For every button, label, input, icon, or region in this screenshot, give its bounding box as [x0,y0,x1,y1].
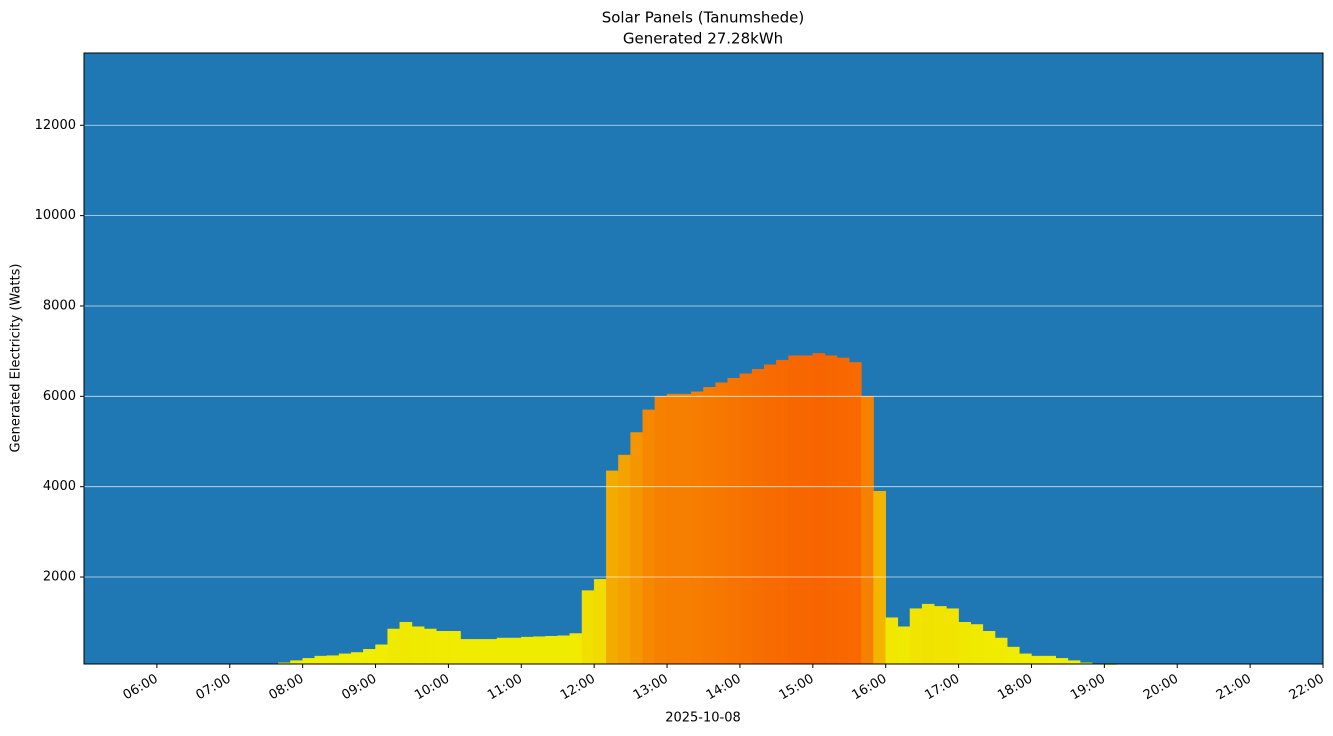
bar [290,660,303,665]
plot-frame [83,52,1324,665]
bar [873,490,886,665]
bar [363,649,376,665]
bar [508,637,522,665]
x-tick-label: 09:00 [339,672,379,704]
y-tick-label: 2000 [43,570,76,585]
bar [630,432,644,665]
x-tick-label: 08:00 [266,672,306,704]
x-tick-label: 14:00 [704,672,744,704]
bar [970,624,984,665]
bar [302,658,316,665]
x-tick-label: 17:00 [922,672,962,704]
bar [460,639,473,665]
bar [1043,655,1057,665]
x-tick-label: 16:00 [850,672,890,704]
y-axis-label: Generated Electricity (Watts) [9,264,24,453]
y-tick-label: 10000 [35,208,76,223]
bar [909,608,923,665]
bar [350,652,364,665]
bar [824,355,838,665]
bar [836,357,850,665]
bar [861,396,874,665]
y-tick-label: 4000 [43,479,76,494]
bar [593,579,607,665]
x-tick-label: 21:00 [1214,672,1254,704]
bar [1055,658,1069,665]
x-tick-label: 07:00 [194,672,234,704]
bar [1031,655,1044,665]
bar [994,637,1008,665]
bar [654,396,668,665]
bar [606,470,619,665]
x-tick-label: 20:00 [1141,672,1181,704]
bar [934,606,947,665]
bar [776,359,789,665]
bar [375,644,388,665]
bar [569,633,583,665]
bar [423,628,437,665]
bar [751,368,765,665]
bar [326,655,340,665]
x-tick-label: 15:00 [777,672,817,704]
bar [715,382,729,665]
bar [496,637,510,665]
x-tick-label: 11:00 [485,672,525,704]
bar [691,391,704,665]
bar [727,378,741,665]
bar [1006,646,1020,665]
bar [666,393,680,665]
x-axis-label: 2025-10-08 [665,711,741,726]
bar [448,630,461,665]
bar [533,636,546,665]
bar [472,639,486,665]
x-tick-label: 10:00 [412,672,452,704]
chart-subtitle: Generated 27.28kWh [623,30,783,48]
x-tick-label: 22:00 [1287,672,1327,704]
bar [885,617,899,665]
x-tick-label: 12:00 [558,672,598,704]
bar [958,621,971,665]
y-tick-label: 12000 [35,118,76,133]
bar [411,626,425,665]
bar [849,362,862,665]
x-tick-label: 06:00 [121,672,161,704]
x-tick-label: 13:00 [631,672,671,704]
bar [739,373,753,665]
bar [581,590,595,665]
bar [314,655,328,665]
bar [1019,653,1032,665]
bar [946,608,959,665]
bar [387,628,401,665]
bar [800,355,814,665]
bar [399,621,413,665]
x-tick-label: 19:00 [1068,672,1108,704]
y-tick-label: 6000 [43,389,76,404]
bar [484,639,498,665]
bar [557,635,571,665]
bar [338,653,352,665]
chart-title: Solar Panels (Tanumshede) [602,9,805,27]
bar [678,393,692,665]
bar [436,630,449,665]
x-tick-label: 18:00 [995,672,1035,704]
bar [763,364,777,665]
bar [521,636,534,665]
bar [897,626,911,665]
bar [788,355,801,665]
bar [982,630,996,665]
y-tick-label: 8000 [43,298,76,313]
bar [545,635,558,665]
bar [703,387,716,665]
bar [812,353,826,665]
bar [1067,660,1081,665]
bar [642,409,656,665]
bar [921,603,935,665]
